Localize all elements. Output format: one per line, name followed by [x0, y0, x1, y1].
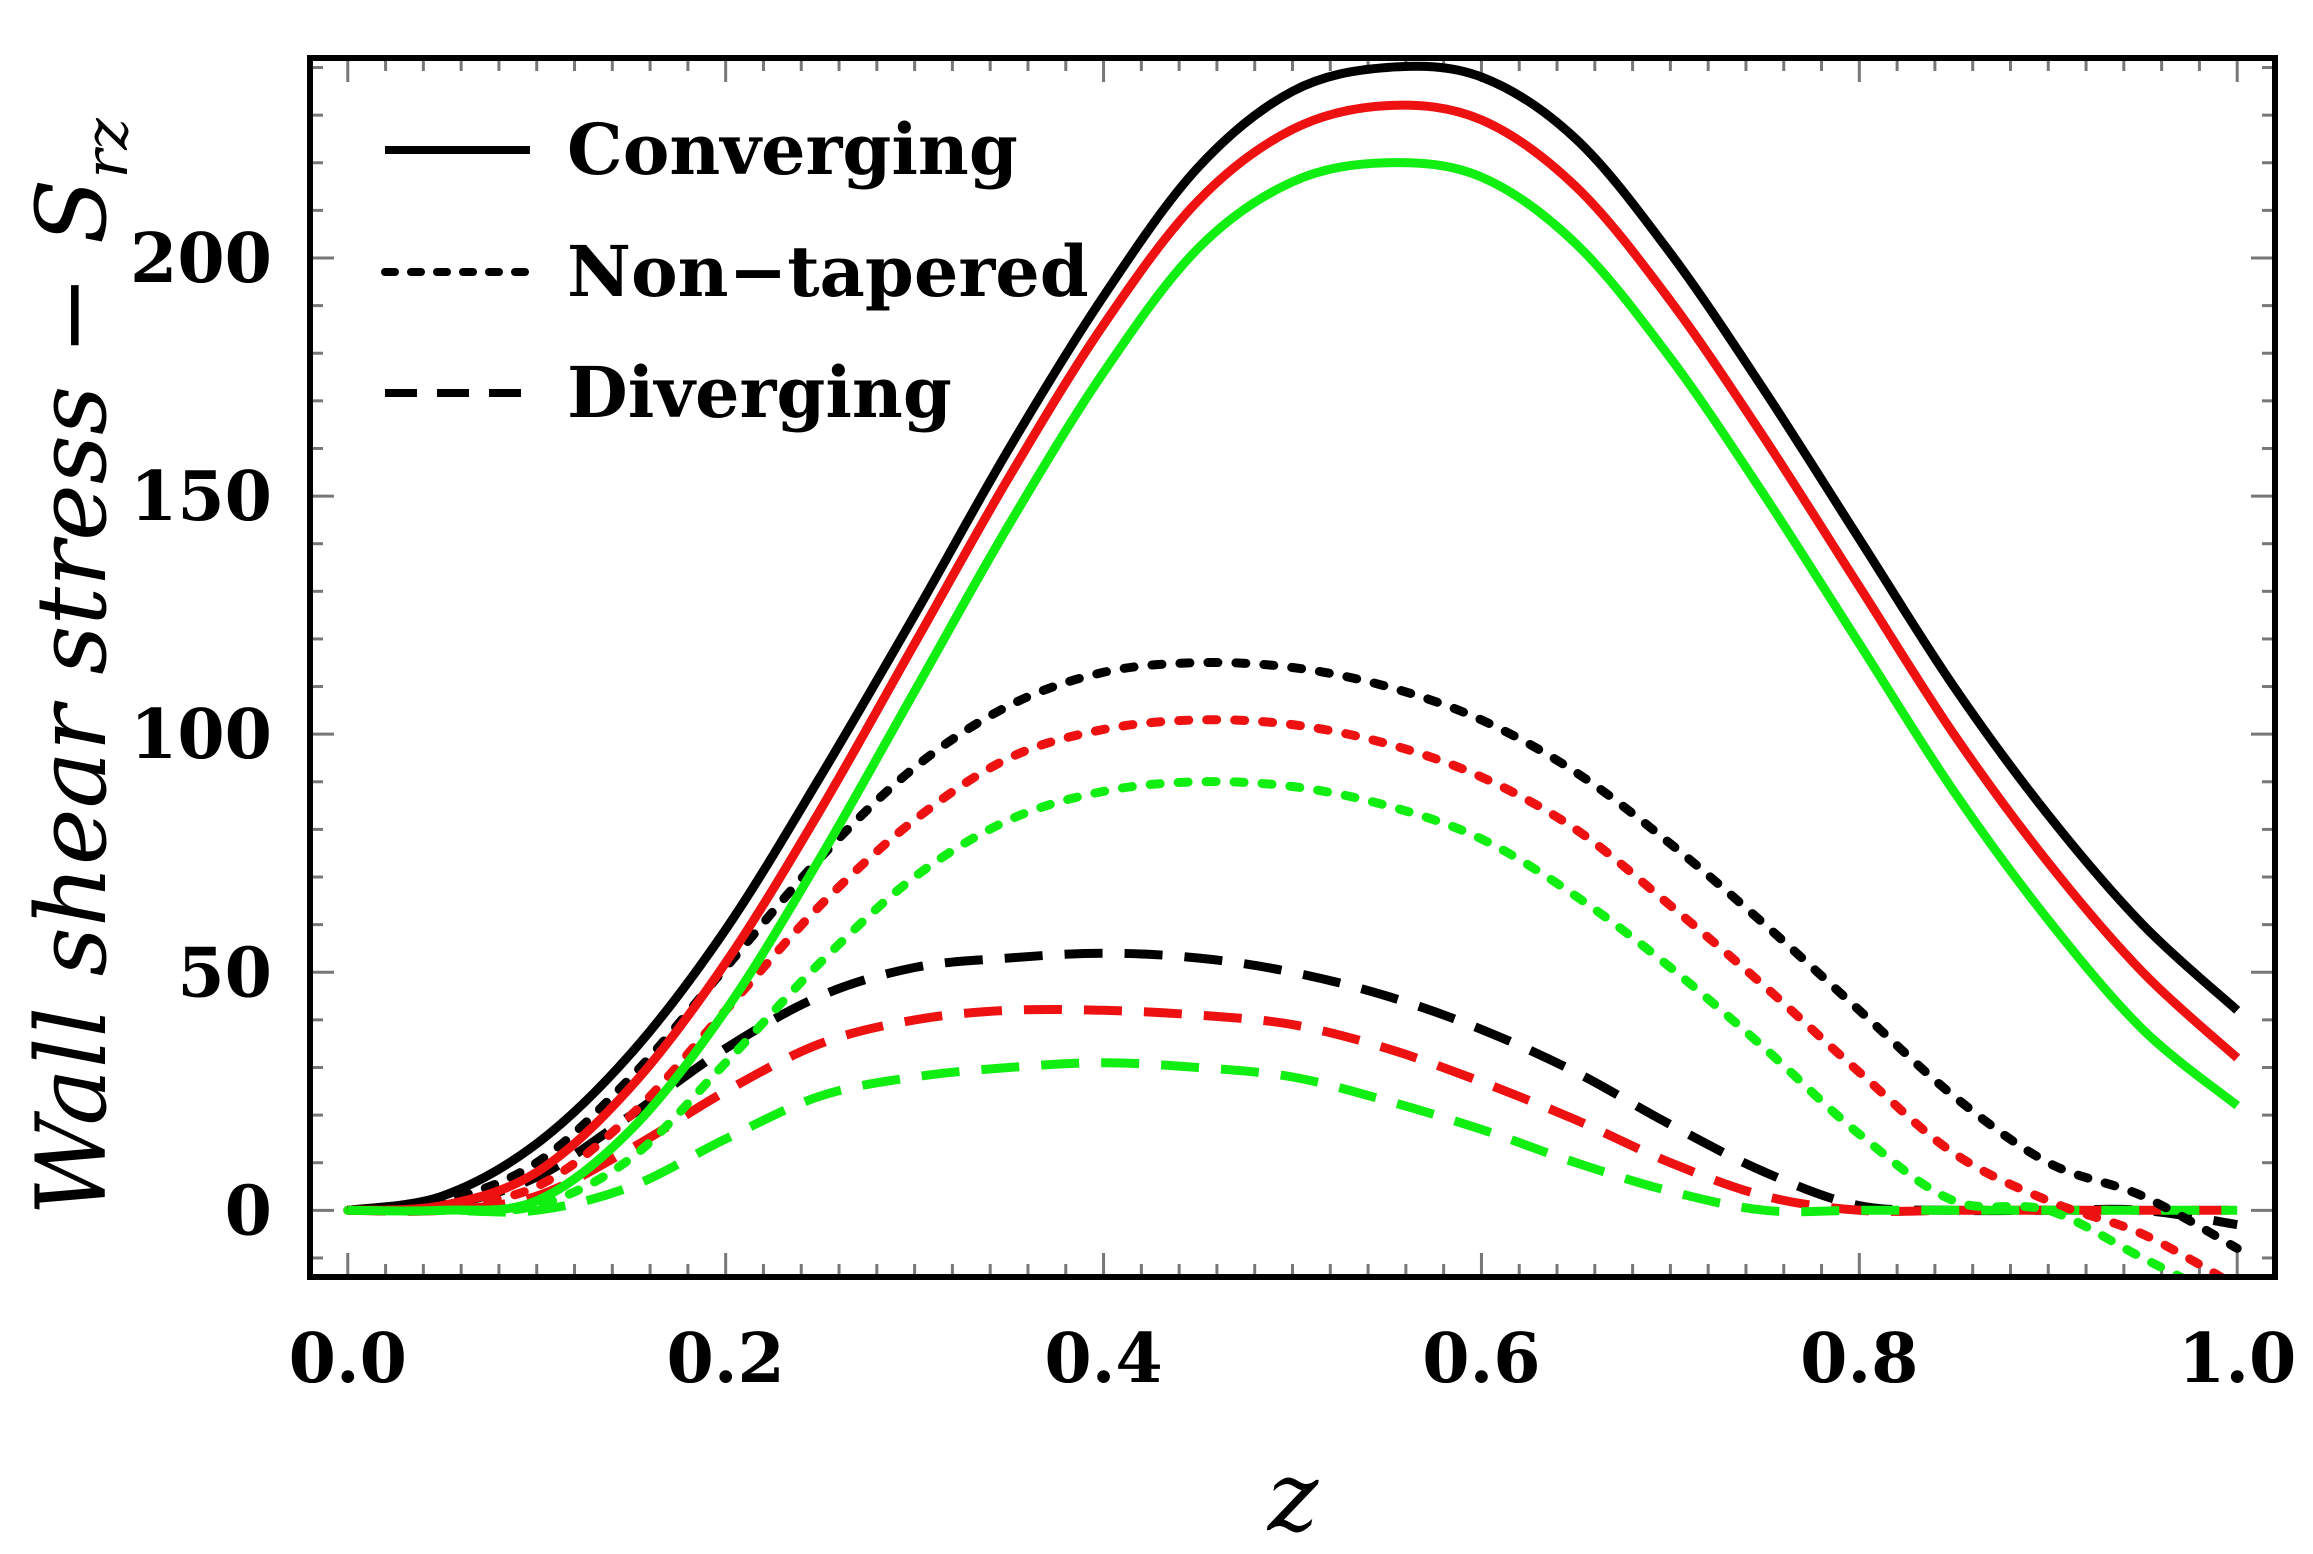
series-line-solid-ee1111	[347, 100, 2241, 1215]
x-tick-label: 0.0	[289, 1319, 407, 1399]
y-tick-labels: 0 50 100 150 200	[130, 219, 272, 1251]
y-tick-label: 150	[130, 457, 272, 537]
legend-label-dotted: Non−tapered	[567, 230, 1089, 313]
y-tick-label: 50	[177, 933, 272, 1013]
x-tick-label: 1.0	[2178, 1319, 2296, 1399]
y-tick-label: 0	[225, 1171, 272, 1251]
series-line-dashed-11ee11	[347, 1058, 2238, 1217]
y-axis-title: Wall shear stress − Srz	[16, 118, 142, 1216]
series-line-dotted-11ee11	[343, 777, 2191, 1277]
legend-label-dashed: Diverging	[567, 351, 952, 434]
x-tick-label: 0.6	[1422, 1319, 1540, 1399]
x-axis-title: z	[1267, 1441, 1320, 1553]
x-tick-label: 0.8	[1800, 1319, 1918, 1399]
x-tick-label: 0.2	[667, 1319, 785, 1399]
series-line-solid-000000	[347, 61, 2241, 1215]
x-tick-label: 0.4	[1044, 1319, 1162, 1399]
y-tick-label: 200	[130, 219, 272, 299]
series-line-dotted-ee1111	[343, 715, 2230, 1277]
plot-series	[343, 61, 2242, 1277]
plot-frame	[307, 55, 2278, 1280]
legend-label-solid: Converging	[567, 108, 1018, 191]
y-axis-title-main: Wall shear stress − S	[16, 178, 128, 1215]
series-line-solid-11ee11	[347, 158, 2241, 1216]
x-tick-labels: 0.0 0.2 0.4 0.6 0.8 1.0	[289, 1319, 2297, 1399]
y-tick-label: 100	[130, 695, 272, 775]
y-axis-title-subscript: rz	[72, 118, 142, 179]
legend: Converging Non−tapered Diverging	[381, 108, 1089, 434]
